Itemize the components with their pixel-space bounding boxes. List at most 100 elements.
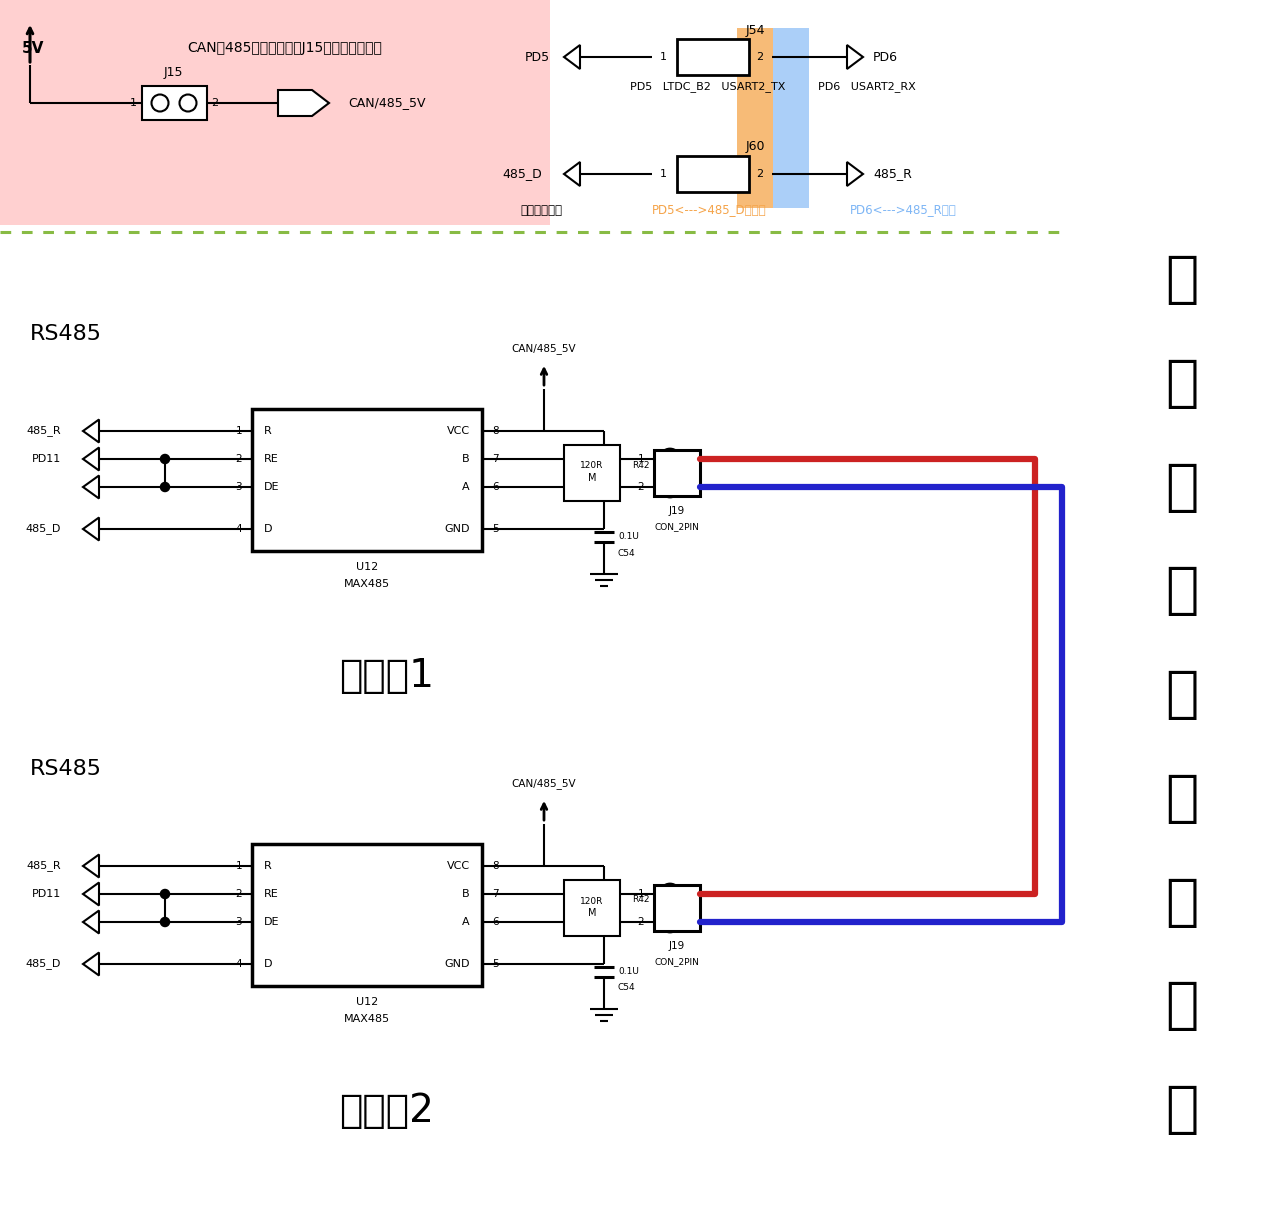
Circle shape — [151, 95, 168, 112]
Text: DE: DE — [264, 482, 280, 492]
Text: 1: 1 — [659, 169, 667, 180]
Text: M: M — [588, 908, 596, 918]
Text: 使用跳帽连接: 使用跳帽连接 — [519, 203, 561, 216]
Text: 0.1U: 0.1U — [617, 967, 639, 975]
Polygon shape — [847, 46, 863, 69]
Text: 6: 6 — [491, 918, 499, 927]
Text: CAN和485的电源由跳帽J15控制，默认不接: CAN和485的电源由跳帽J15控制，默认不接 — [187, 41, 382, 55]
Text: 5: 5 — [491, 959, 499, 969]
Text: VCC: VCC — [447, 861, 470, 871]
Text: M: M — [588, 474, 596, 483]
Text: U12: U12 — [356, 998, 378, 1007]
Circle shape — [687, 165, 707, 183]
Text: 成: 成 — [1165, 876, 1199, 930]
Text: PD11: PD11 — [32, 454, 61, 464]
Text: 网: 网 — [1165, 979, 1199, 1033]
Text: PD5<--->485_D引脚，: PD5<--->485_D引脚， — [652, 203, 766, 216]
Text: 7: 7 — [491, 889, 499, 899]
Circle shape — [160, 455, 169, 464]
FancyBboxPatch shape — [0, 0, 550, 225]
FancyBboxPatch shape — [252, 844, 482, 986]
Text: 3: 3 — [236, 482, 242, 492]
Polygon shape — [83, 476, 99, 498]
Polygon shape — [83, 952, 99, 975]
FancyBboxPatch shape — [677, 39, 749, 75]
Text: 实验板1: 实验板1 — [340, 657, 434, 695]
Text: PD6<--->485_R引脚: PD6<--->485_R引脚 — [850, 203, 957, 216]
Circle shape — [179, 95, 196, 112]
Text: RS485: RS485 — [31, 759, 102, 779]
Text: 4: 4 — [236, 524, 242, 534]
Polygon shape — [83, 419, 99, 443]
Polygon shape — [83, 855, 99, 877]
Text: 线: 线 — [1165, 565, 1199, 619]
Text: R42: R42 — [631, 895, 649, 904]
Polygon shape — [83, 882, 99, 905]
Text: 1: 1 — [638, 889, 644, 899]
Text: 1: 1 — [236, 861, 242, 871]
Text: CAN/485_5V: CAN/485_5V — [348, 96, 425, 109]
Text: RE: RE — [264, 454, 279, 464]
Text: PD5: PD5 — [524, 50, 550, 64]
Text: 485_R: 485_R — [873, 167, 911, 181]
Text: U12: U12 — [356, 562, 378, 572]
Text: CON_2PIN: CON_2PIN — [654, 523, 699, 531]
FancyBboxPatch shape — [654, 450, 700, 496]
Text: C54: C54 — [617, 984, 635, 993]
Circle shape — [724, 165, 742, 183]
Text: 使: 使 — [1165, 253, 1199, 308]
Polygon shape — [564, 46, 580, 69]
Text: RS485: RS485 — [31, 323, 102, 344]
Polygon shape — [83, 910, 99, 934]
FancyBboxPatch shape — [654, 886, 700, 931]
Text: 1: 1 — [638, 454, 644, 464]
Text: D: D — [264, 524, 272, 534]
Text: DE: DE — [264, 918, 280, 927]
Text: PD5   LTDC_B2   USART2_TX: PD5 LTDC_B2 USART2_TX — [630, 81, 785, 92]
Text: 7: 7 — [491, 454, 499, 464]
Text: 0.1U: 0.1U — [617, 531, 639, 540]
Circle shape — [687, 48, 707, 66]
Text: 1: 1 — [236, 426, 242, 435]
FancyBboxPatch shape — [737, 28, 773, 208]
Circle shape — [659, 911, 680, 932]
Text: 120R: 120R — [580, 461, 603, 471]
Polygon shape — [564, 162, 580, 186]
Circle shape — [160, 889, 169, 898]
Text: A: A — [462, 918, 470, 927]
Circle shape — [659, 477, 680, 497]
Text: 3: 3 — [236, 918, 242, 927]
Polygon shape — [83, 518, 99, 540]
Text: J19: J19 — [668, 506, 685, 517]
Text: 连: 连 — [1165, 668, 1199, 722]
Text: 6: 6 — [491, 482, 499, 492]
Text: 2: 2 — [211, 98, 219, 108]
Text: B: B — [462, 889, 470, 899]
Text: 485_R: 485_R — [27, 861, 61, 871]
Text: MAX485: MAX485 — [344, 579, 390, 589]
Text: 485_D: 485_D — [25, 958, 61, 969]
Text: PD6   USART2_RX: PD6 USART2_RX — [819, 81, 915, 92]
Text: 导: 导 — [1165, 460, 1199, 514]
Text: 5: 5 — [491, 524, 499, 534]
Text: VCC: VCC — [447, 426, 470, 435]
Text: 用: 用 — [1165, 357, 1199, 411]
Text: CAN/485_5V: CAN/485_5V — [512, 343, 577, 354]
FancyBboxPatch shape — [564, 445, 620, 501]
Text: 485_R: 485_R — [27, 426, 61, 437]
Text: PD11: PD11 — [32, 889, 61, 899]
FancyBboxPatch shape — [252, 410, 482, 551]
Text: 2: 2 — [756, 169, 764, 180]
Text: 5V: 5V — [22, 41, 45, 55]
Text: 120R: 120R — [580, 897, 603, 905]
Text: 8: 8 — [491, 426, 499, 435]
Text: 实验板2: 实验板2 — [340, 1092, 434, 1130]
Text: MAX485: MAX485 — [344, 1014, 390, 1025]
Text: 1: 1 — [659, 52, 667, 62]
FancyBboxPatch shape — [677, 156, 749, 192]
Text: 485_D: 485_D — [25, 524, 61, 535]
Text: C54: C54 — [617, 549, 635, 557]
Polygon shape — [847, 162, 863, 186]
Text: J15: J15 — [163, 65, 183, 79]
Text: A: A — [462, 482, 470, 492]
